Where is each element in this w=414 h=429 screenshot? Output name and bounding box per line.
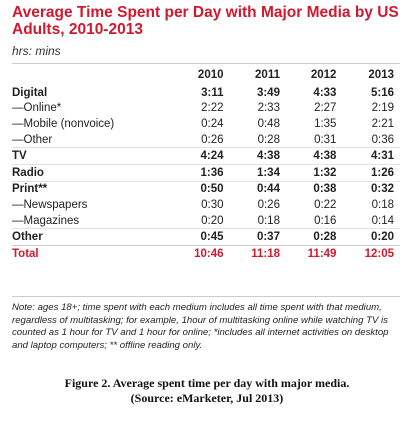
value-cell: 0:16	[314, 214, 337, 227]
row-label: Print**	[12, 180, 172, 198]
value-cell: 1:34	[229, 163, 286, 182]
value-cell: 0:36	[371, 133, 394, 146]
value-cell: 4:24	[172, 147, 230, 165]
value-cell: 0:18	[371, 198, 394, 211]
value-cell: 1:32	[285, 163, 343, 182]
row-label: Digital	[12, 86, 48, 99]
header-label-cell	[12, 66, 172, 85]
row-label: —Online*	[12, 102, 62, 115]
table-row: —Newspapers 0:30 0:26 0:22 0:18	[12, 197, 400, 213]
value-cell: 0:26	[257, 198, 280, 211]
header-year-2013: 2013	[368, 69, 394, 81]
value-cell: 4:38	[229, 147, 286, 165]
value-cell: 12:05	[342, 244, 400, 262]
value-cell: 2:22	[201, 102, 224, 115]
value-cell: 4:38	[285, 147, 343, 165]
figure-caption: Figure 2. Average spent time per day wit…	[0, 376, 414, 406]
header-row: 2010 2011 2012 2013	[12, 66, 400, 85]
value-cell: 0:26	[201, 133, 224, 146]
value-cell: 0:31	[314, 133, 337, 146]
value-cell: 0:14	[371, 214, 394, 227]
header-year-2012: 2012	[310, 69, 337, 81]
chart-subtitle: hrs: mins	[12, 44, 61, 58]
value-cell: 0:18	[257, 214, 280, 227]
value-cell: 4:31	[342, 147, 400, 165]
value-cell: 1:36	[172, 163, 230, 182]
value-cell: 2:21	[371, 117, 394, 130]
top-divider	[12, 63, 400, 64]
value-cell: 10:46	[172, 244, 230, 262]
row-label: —Magazines	[12, 214, 80, 227]
value-cell: 0:32	[342, 180, 400, 198]
header-year-2011: 2011	[255, 69, 280, 81]
value-cell: 5:16	[370, 86, 394, 99]
value-cell: 1:26	[342, 163, 400, 182]
value-cell: 2:33	[257, 102, 280, 115]
value-cell: 0:24	[201, 117, 224, 130]
media-time-table: 2010 2011 2012 2013 Digital 3:11 3:49 4:33 5…	[12, 66, 400, 262]
row-label: Radio	[12, 163, 172, 182]
table-row: Print** 0:50 0:44 0:38 0:32	[12, 180, 400, 198]
value-cell: 2:19	[371, 102, 394, 115]
value-cell: 0:37	[229, 228, 286, 246]
caption-line-1: Figure 2. Average spent time per day wit…	[64, 376, 350, 390]
value-cell: 0:20	[201, 214, 224, 227]
bottom-divider	[12, 296, 400, 297]
value-cell: 0:50	[172, 180, 230, 198]
table-row: Other 0:45 0:37 0:28 0:20	[12, 228, 400, 246]
value-cell: 0:38	[285, 180, 343, 198]
table-row: —Magazines 0:20 0:18 0:16 0:14	[12, 213, 400, 229]
table-row: TV 4:24 4:38 4:38 4:31	[12, 147, 400, 165]
value-cell: 0:45	[172, 228, 230, 246]
row-label: Total	[12, 244, 172, 262]
value-cell: 4:33	[313, 86, 337, 99]
value-cell: 0:30	[201, 198, 224, 211]
value-cell: 0:48	[257, 117, 280, 130]
table-row: —Mobile (nonvoice) 0:24 0:48 1:35 2:21	[12, 116, 400, 132]
value-cell: 0:20	[342, 228, 400, 246]
value-cell: 2:27	[314, 102, 337, 115]
value-cell: 11:49	[285, 244, 343, 262]
table-row: Radio 1:36 1:34 1:32 1:26	[12, 163, 400, 182]
value-cell: 1:35	[314, 117, 337, 130]
row-label: TV	[12, 147, 172, 165]
row-label: —Other	[12, 133, 53, 146]
table-row: Total 10:46 11:18 11:49 12:05	[12, 244, 400, 262]
value-cell: 0:22	[314, 198, 337, 211]
table-body: Digital 3:11 3:49 4:33 5:16 —Online* 2:22 2:33 2…	[12, 85, 400, 262]
chart-title: Average Time Spent per Day with Major Me…	[12, 4, 399, 38]
value-cell: 11:18	[229, 244, 286, 262]
table-row: —Online* 2:22 2:33 2:27 2:19	[12, 101, 400, 117]
value-cell: 0:44	[229, 180, 286, 198]
value-cell: 3:49	[256, 86, 280, 99]
caption-line-2: (Source: eMarketer, Jul 2013)	[130, 391, 284, 405]
table-row: —Other 0:26 0:28 0:31 0:36	[12, 132, 400, 148]
header-year-2010: 2010	[197, 69, 224, 81]
value-cell: 0:28	[257, 133, 280, 146]
row-label: Other	[12, 228, 172, 246]
value-cell: 0:28	[285, 228, 343, 246]
footnote: Note: ages 18+; time spent with each med…	[12, 302, 389, 351]
table-row: Digital 3:11 3:49 4:33 5:16	[12, 85, 400, 101]
value-cell: 3:11	[201, 86, 224, 99]
row-label: —Mobile (nonvoice)	[12, 117, 115, 130]
row-label: —Newspapers	[12, 198, 88, 211]
